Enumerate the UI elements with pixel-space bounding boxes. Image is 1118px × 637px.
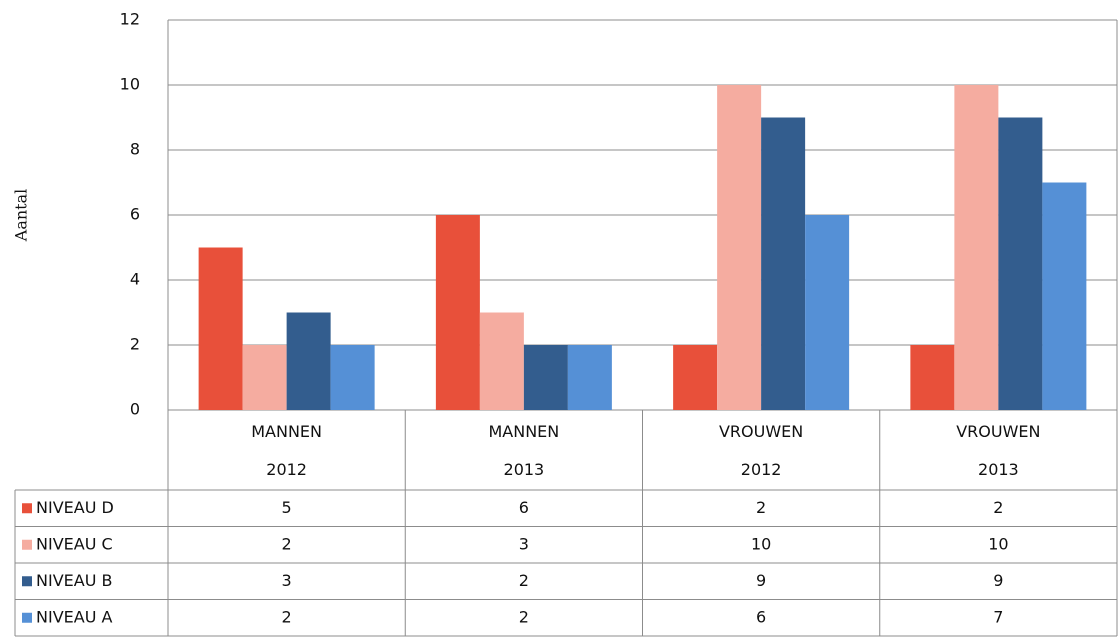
legend-label: NIVEAU C [36,534,113,553]
legend-swatch [22,576,32,587]
bar [998,117,1043,410]
bar [673,345,718,410]
y-tick-label: 8 [130,140,140,159]
legend-swatch [22,539,32,550]
y-tick-label: 6 [130,205,140,224]
table-cell: 10 [751,534,771,553]
table-cell: 2 [993,498,1003,517]
y-axis-label: Aantal [12,189,31,242]
bar [954,85,999,410]
legend-swatch [22,612,32,623]
bar [286,312,331,410]
bar [717,85,762,410]
y-tick-label: 0 [130,400,140,419]
legend-label: NIVEAU A [36,607,112,626]
bar [330,345,375,410]
table-cell: 2 [519,571,529,590]
x-tick-label: VROUWEN 2013 [956,422,1040,479]
bar [435,215,480,410]
table-cell: 6 [519,498,529,517]
bar [805,215,850,410]
table-cell: 2 [282,607,292,626]
bar [910,345,955,410]
table-cell: 2 [519,607,529,626]
table-cell: 6 [756,607,766,626]
table-cell: 2 [756,498,766,517]
table-cell: 3 [282,571,292,590]
bar [479,312,524,410]
bar [198,247,243,410]
y-tick-label: 10 [120,75,140,94]
table-cell: 7 [993,607,1003,626]
y-tick-label: 4 [130,270,140,289]
table-cell: 9 [756,571,766,590]
x-tick-label: VROUWEN 2012 [719,422,803,479]
legend-label: NIVEAU B [36,571,112,590]
bar [761,117,806,410]
table-cell: 10 [988,534,1008,553]
legend-label: NIVEAU D [36,498,114,517]
x-tick-label: MANNEN 2012 [251,422,322,479]
table-cell: 3 [519,534,529,553]
legend-swatch [22,503,32,514]
bar [242,345,287,410]
y-tick-label: 12 [120,10,140,29]
x-tick-label: MANNEN 2013 [488,422,559,479]
bar [1042,182,1087,410]
table-cell: 9 [993,571,1003,590]
table-cell: 2 [282,534,292,553]
bar [567,345,612,410]
table-cell: 5 [282,498,292,517]
y-tick-label: 2 [130,335,140,354]
bar [523,345,568,410]
